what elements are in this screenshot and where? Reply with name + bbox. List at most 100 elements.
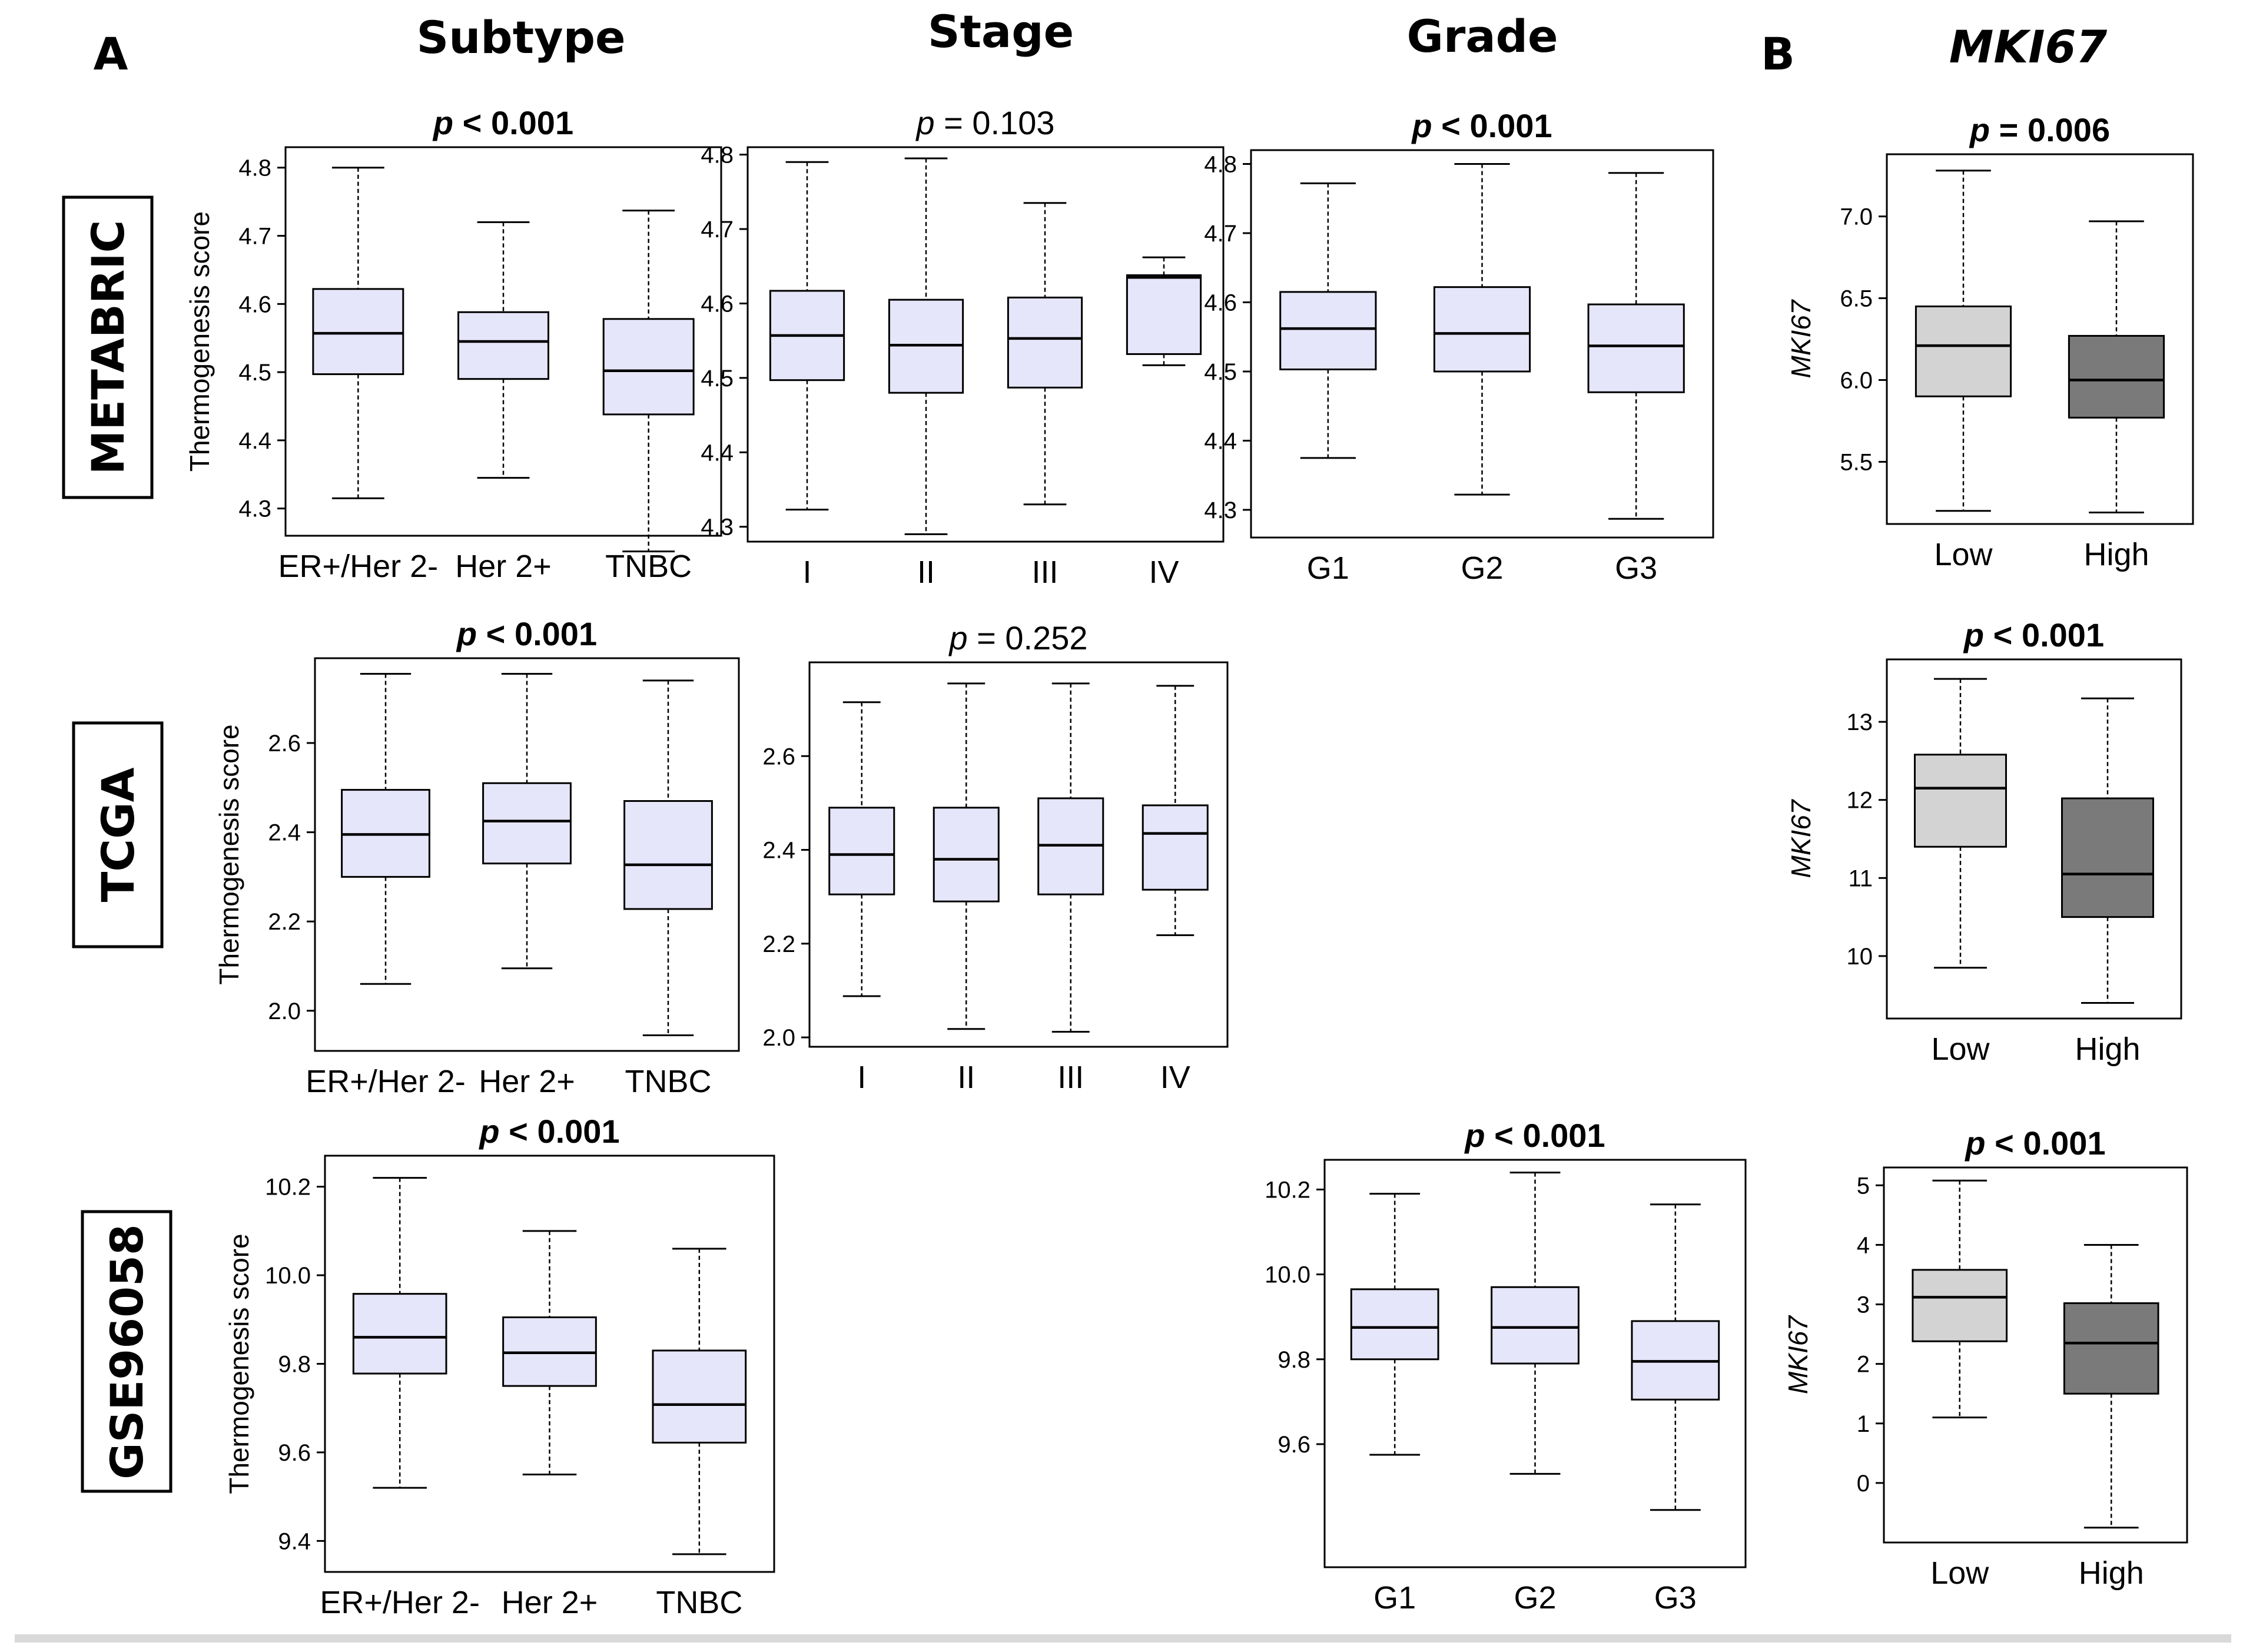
p-value-label: p = 0.006	[1969, 111, 2110, 148]
x-tick-label: Low	[1930, 1555, 1989, 1591]
y-tick-label: 13	[1847, 709, 1873, 735]
panel-letter-b: B	[1761, 28, 1795, 80]
x-tick-label: ER+/Her 2-	[278, 549, 439, 584]
p-value-label: p < 0.001	[456, 615, 597, 652]
p-value-label: p < 0.001	[1964, 1124, 2105, 1162]
box-1	[1912, 1179, 2008, 1419]
y-axis-label: MKI67	[1786, 299, 1816, 378]
p-value-text: < 0.001	[453, 104, 573, 141]
y-axis-label: Thermogenesis score	[224, 1233, 254, 1494]
x-tick-label: Low	[1934, 537, 1993, 572]
plot-frame	[1250, 149, 1714, 539]
box-iqr	[623, 800, 713, 910]
x-tick-label: Low	[1931, 1031, 1990, 1067]
y-axis-label: Thermogenesis score	[184, 211, 215, 472]
box-iqr	[1914, 754, 2007, 848]
p-symbol: p	[1411, 107, 1432, 144]
y-tick-label: 12	[1847, 788, 1873, 814]
y-tick-label: 10.2	[1265, 1177, 1310, 1203]
y-tick-label: 2.2	[268, 909, 301, 935]
p-symbol: p	[1464, 1117, 1485, 1154]
p-value-label: p < 0.001	[1411, 107, 1552, 144]
p-value-text: < 0.001	[1485, 1117, 1605, 1154]
p-symbol: p	[948, 619, 967, 656]
y-tick-label: 4.5	[238, 360, 271, 386]
box-iqr	[828, 807, 895, 895]
x-tick-label: G1	[1373, 1580, 1416, 1615]
y-tick-label: 4.4	[1204, 429, 1237, 455]
p-symbol: p	[456, 615, 477, 652]
x-tick-label: I	[857, 1060, 866, 1095]
y-tick-label: 5.5	[1840, 449, 1873, 475]
plot-frame	[314, 657, 740, 1052]
y-axis-label: Thermogenesis score	[214, 724, 244, 984]
y-tick-label: 4.7	[238, 224, 271, 250]
box-4	[1126, 256, 1202, 366]
y-tick-label: 4.8	[701, 142, 734, 168]
x-tick-label: I	[802, 555, 811, 590]
p-value-label: p < 0.001	[1963, 616, 2104, 653]
y-tick-label: 4.8	[1204, 152, 1237, 178]
y-tick-label: 7.0	[1840, 204, 1873, 230]
row-label-tcga-group: TCGA	[72, 721, 164, 948]
x-tick-label: G1	[1307, 550, 1349, 586]
y-tick-label: 4.5	[701, 366, 734, 392]
box-3	[623, 679, 713, 1036]
x-tick-label: IV	[1149, 555, 1179, 590]
column-header-grade: Grade	[1406, 10, 1558, 62]
p-value-label: p < 0.001	[432, 104, 573, 141]
x-tick-label: Her 2+	[502, 1585, 598, 1620]
box-iqr	[1126, 274, 1202, 355]
y-tick-label: 4.7	[701, 217, 734, 243]
y-tick-label: 10	[1847, 944, 1873, 970]
x-tick-label: TNBC	[656, 1585, 742, 1620]
p-value-text: < 0.001	[477, 615, 597, 652]
y-tick-label: 6.5	[1840, 286, 1873, 312]
column-header-stage: Stage	[928, 5, 1074, 58]
box-2	[1433, 163, 1531, 496]
box-iqr	[2063, 1302, 2159, 1395]
box-1	[1914, 678, 2007, 969]
y-tick-label: 2.0	[762, 1025, 795, 1051]
y-tick-label: 2.6	[268, 731, 301, 757]
p-symbol: p	[1963, 616, 1984, 653]
box-1	[1350, 1193, 1439, 1456]
y-tick-label: 4.6	[701, 291, 734, 317]
y-tick-label: 4.3	[1204, 497, 1237, 523]
box-iqr	[1491, 1286, 1580, 1365]
y-tick-label: 10.0	[1265, 1262, 1310, 1288]
column-header-subtype: Subtype	[416, 11, 625, 64]
p-value-label: p < 0.001	[478, 1113, 619, 1150]
y-tick-label: 4.5	[1204, 359, 1237, 385]
x-tick-label: II	[917, 555, 935, 590]
y-tick-label: 4.6	[238, 291, 271, 317]
box-iqr	[933, 807, 1000, 903]
y-tick-label: 3	[1857, 1292, 1870, 1318]
chart-metabric-subtype: p < 0.001 4.3 4.4 4.5 4.6 4.7 4.8 Thermogenesis…	[184, 104, 722, 584]
box-2	[482, 673, 572, 970]
plot-frame	[1886, 153, 2194, 525]
p-value-label: p = 0.103	[915, 104, 1054, 141]
box-iqr	[1587, 303, 1685, 393]
plot-frame	[1886, 658, 2182, 1020]
plot-frame	[1883, 1166, 2188, 1544]
x-tick-label: High	[2079, 1555, 2144, 1591]
y-tick-label: 10.2	[265, 1175, 311, 1200]
y-tick-label: 4.4	[238, 428, 271, 454]
chart-gse-subtype: p < 0.001 9.4 9.6 9.8 10.0 10.2 Thermogenesis …	[224, 1113, 775, 1620]
box-3	[652, 1248, 747, 1555]
box-iqr	[2068, 334, 2165, 419]
box-3	[602, 210, 695, 553]
box-iqr	[1912, 1269, 2008, 1342]
box-2	[2061, 697, 2154, 1004]
y-tick-label: 2	[1857, 1352, 1870, 1378]
x-tick-label: IV	[1160, 1060, 1190, 1095]
p-value-text: = 0.252	[968, 619, 1088, 656]
row-label-gse-group: GSE96058	[81, 1210, 172, 1493]
x-tick-label: Her 2+	[455, 549, 552, 584]
y-tick-label: 6.0	[1840, 367, 1873, 393]
box-2	[2063, 1243, 2159, 1529]
